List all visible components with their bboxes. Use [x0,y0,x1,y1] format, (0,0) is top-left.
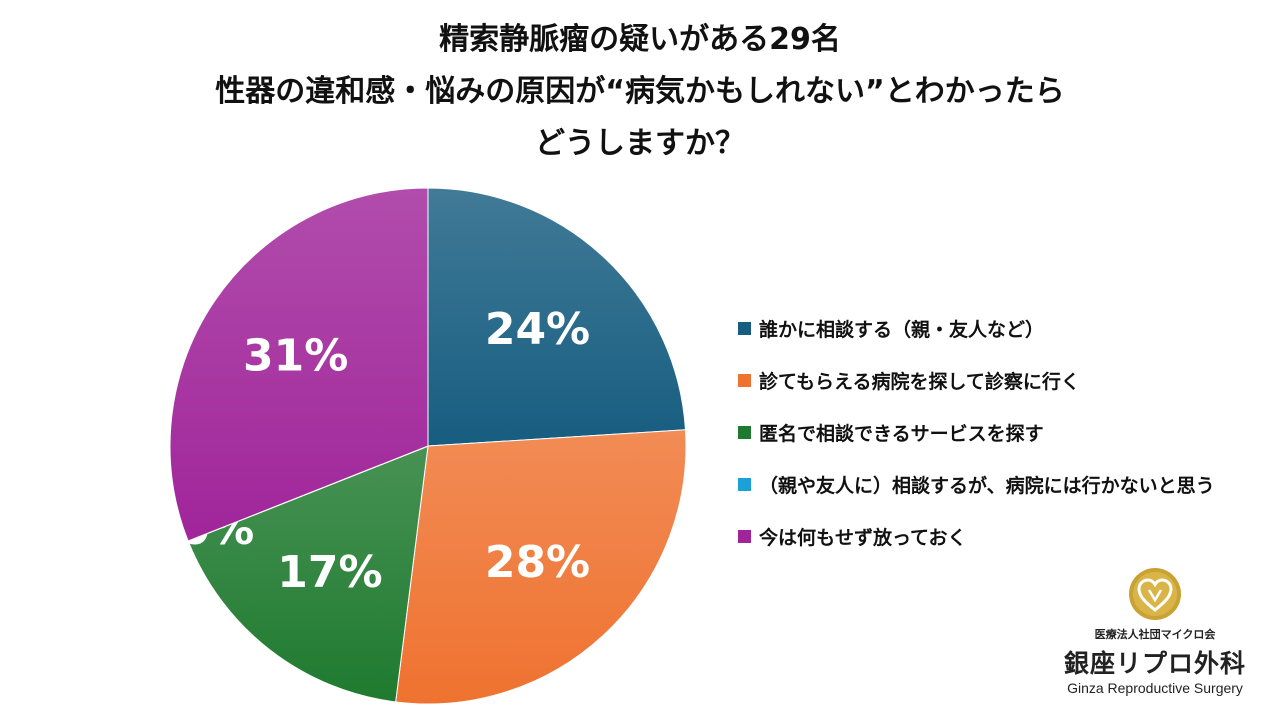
legend-swatch-0 [738,321,751,335]
title-line-2: 性器の違和感・悩みの原因が“病気かもしれない”とわかったら [215,74,1065,109]
legend-item-0: 誰かに相談する（親・友人など） [738,302,1215,354]
legend-label-2: 匿名で相談できるサービスを探す [759,422,1044,445]
title-line-3: どうしますか？ [535,126,745,161]
title-line-1: 精索静脈瘤の疑いがある29名 [439,22,841,57]
logo-clinic-name: 銀座リプロ外科 [1063,649,1246,678]
legend-item-3: （親や友人に）相談するが、病院には行かないと思う [738,458,1215,510]
legend-swatch-2 [738,425,751,439]
legend-label-4: 今は何もせず放っておく [759,526,967,549]
legend-label-3: （親や友人に）相談するが、病院には行かないと思う [759,474,1215,497]
logo-english-name: Ginza Reproductive Surgery [1067,680,1243,696]
pie-label-4: 31% [243,331,348,382]
clinic-logo: 医療法人社団マイクロ会 銀座リプロ外科 Ginza Reproductive S… [1040,566,1270,696]
pie-label-0: 24% [485,304,590,355]
pie-slice-2 [187,445,429,703]
legend-item-1: 診てもらえる病院を探して診察に行く [738,354,1215,406]
legend-swatch-3 [738,477,751,491]
legend-label-0: 誰かに相談する（親・友人など） [759,318,1045,341]
pie-label-2: 17% [277,547,382,598]
legend-item-2: 匿名で相談できるサービスを探す [738,406,1215,458]
pie-slice-0 [427,187,687,447]
pie-slice-4 [169,187,429,542]
legend-swatch-4 [738,529,751,543]
pie-slice-1 [395,429,687,705]
chart-title: 精索静脈瘤の疑いがある29名 性器の違和感・悩みの原因が“病気かもしれない”とわ… [0,14,1280,170]
legend: 誰かに相談する（親・友人など） 診てもらえる病院を探して診察に行く 匿名で相談で… [738,302,1215,562]
heart-emblem-icon [1129,568,1181,620]
legend-item-4: 今は何もせず放っておく [738,510,1215,562]
logo-org-name: 医療法人社団マイクロ会 [1094,628,1216,641]
pie-label-1: 28% [485,537,590,588]
legend-label-1: 診てもらえる病院を探して診察に行く [759,370,1080,393]
legend-swatch-1 [738,373,751,387]
